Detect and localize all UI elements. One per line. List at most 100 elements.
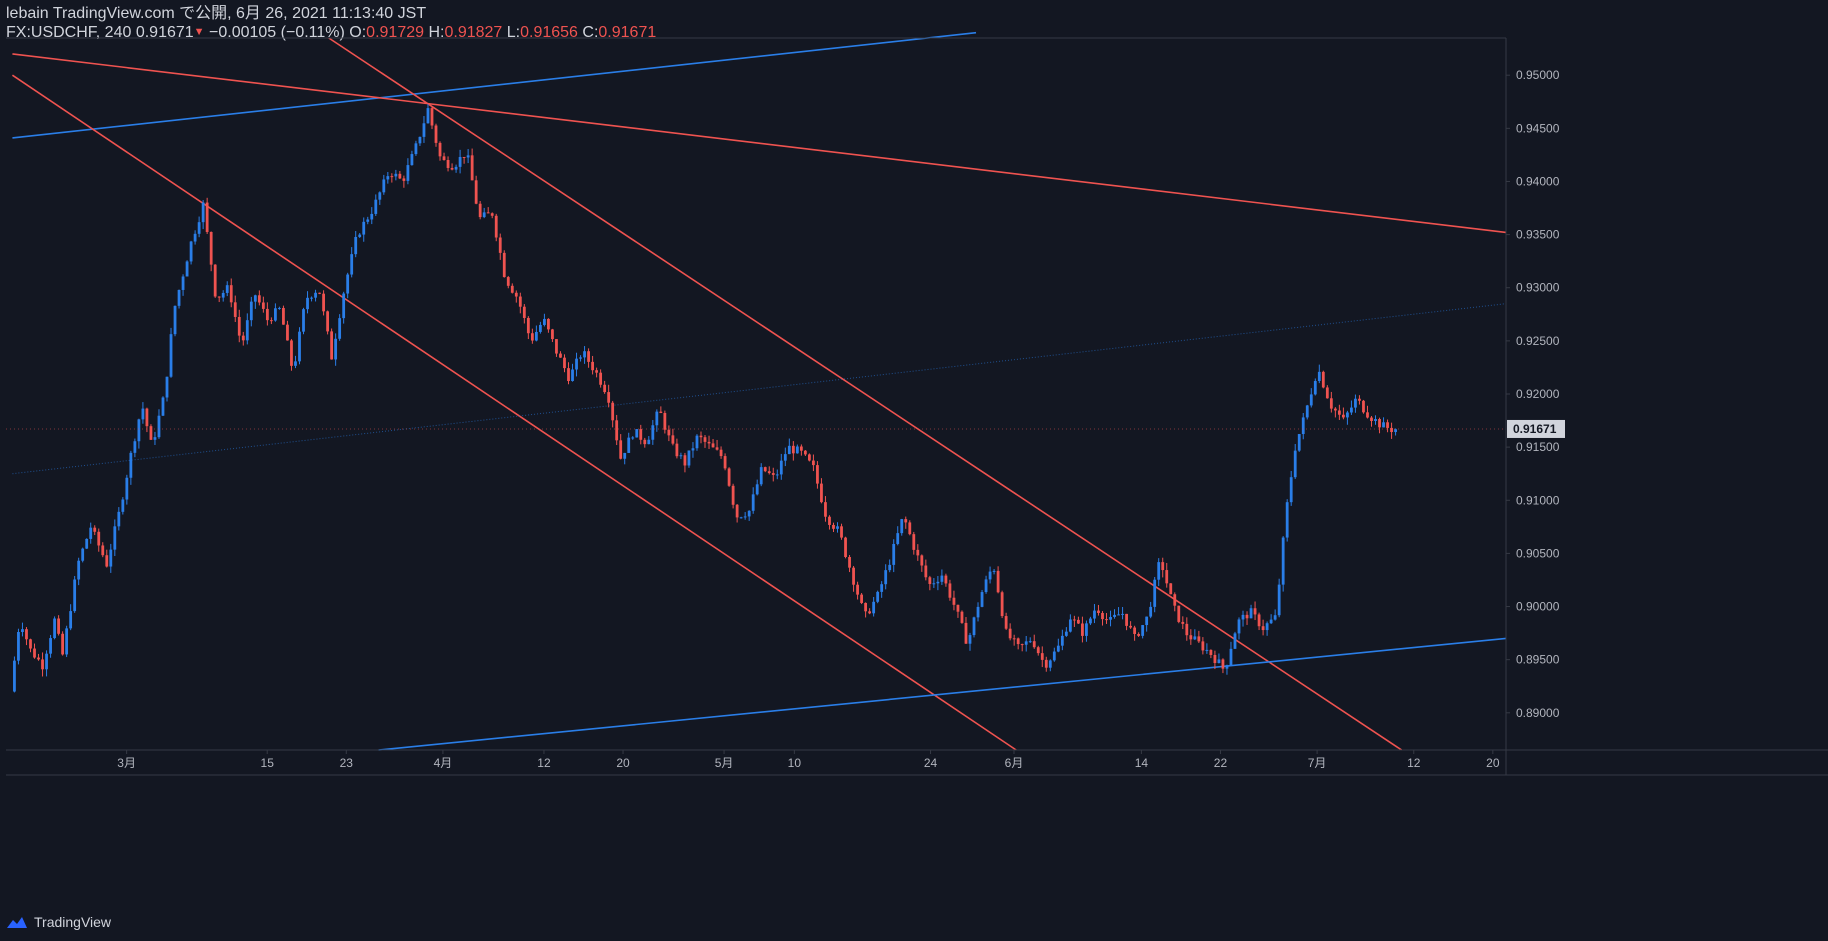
x-tick-label: 23 [340, 756, 354, 770]
candle-body [711, 443, 715, 448]
candle-body [137, 419, 141, 442]
candle-body [1354, 398, 1357, 408]
candle-body [462, 156, 466, 158]
candle-body [735, 504, 739, 518]
y-tick-label: 0.94500 [1516, 121, 1560, 135]
candle-body [876, 591, 880, 602]
candle-body [1097, 610, 1100, 613]
candle-body [755, 484, 759, 495]
down-arrow-icon: ▼ [193, 26, 205, 38]
candle-body [1237, 619, 1241, 634]
candle-body [282, 307, 285, 325]
candle-body [1253, 608, 1257, 615]
candle-body [952, 597, 956, 605]
candle-body [181, 276, 185, 290]
open-value: 0.91729 [366, 24, 425, 41]
low-value: 0.91656 [520, 24, 578, 41]
candle-body [1301, 417, 1305, 435]
chart-header: lebain TradingView.com で公開, 6月 26, 2021 … [6, 4, 656, 42]
trendlines[interactable] [11, 31, 1507, 751]
candle-body [928, 577, 932, 584]
candle-body [133, 441, 137, 453]
candle-body [1309, 394, 1313, 406]
candle-body [41, 659, 44, 670]
candle-body [1321, 371, 1325, 388]
candle-body [1085, 623, 1088, 636]
candle-body [807, 454, 811, 461]
candle-body [169, 334, 173, 377]
candle-body [775, 474, 779, 476]
candle-body [731, 485, 735, 505]
candle-body [840, 526, 843, 538]
candle-body [17, 632, 20, 661]
candle-body [763, 467, 767, 472]
candle-body [1064, 631, 1068, 636]
candle-body [410, 154, 414, 166]
candle-body [402, 178, 406, 181]
trendline-5[interactable] [12, 303, 1507, 475]
candle-body [1129, 625, 1132, 628]
candle-body [924, 565, 928, 578]
candle-body [852, 567, 855, 585]
candle-body [551, 329, 554, 340]
candle-body [69, 611, 73, 629]
candle-body [534, 331, 538, 341]
candle-body [1209, 649, 1213, 655]
candle-body [743, 516, 747, 518]
candle-body [362, 221, 366, 235]
candle-body [1346, 412, 1349, 418]
candle-body [1169, 583, 1173, 595]
candle-body [719, 449, 723, 457]
x-tick-label: 5月 [715, 756, 734, 770]
candle-body [378, 192, 382, 200]
y-tick-label: 0.92000 [1516, 387, 1560, 401]
candle-body [193, 233, 197, 242]
trendline-3[interactable] [328, 37, 1403, 751]
candle-body [1060, 635, 1064, 646]
trendline-2[interactable] [11, 74, 1017, 751]
trendline-1[interactable] [12, 53, 1507, 234]
candle-body [538, 324, 542, 332]
candle-body [426, 108, 430, 124]
trendline-0[interactable] [12, 31, 977, 139]
candle-body [1040, 653, 1044, 660]
candle-body [177, 289, 181, 306]
candle-body [197, 222, 201, 234]
candle-body [747, 510, 751, 517]
candle-body [1052, 651, 1056, 661]
candle-body [89, 527, 93, 539]
candle-body [795, 446, 799, 454]
candle-body [727, 468, 731, 486]
candle-body [1378, 419, 1381, 428]
candle-body [294, 361, 297, 366]
candle-body [370, 213, 374, 220]
close-value: 0.91671 [598, 24, 657, 41]
y-tick-label: 0.91000 [1516, 493, 1560, 507]
candle-body [494, 215, 498, 238]
candle-body [1261, 626, 1265, 631]
trendline-4[interactable] [378, 637, 1507, 751]
x-tick-label: 14 [1135, 756, 1149, 770]
candle-body [856, 584, 859, 595]
candle-body [350, 254, 354, 275]
candle-body [1329, 398, 1333, 409]
candle-body [318, 292, 321, 294]
candle-body [1101, 612, 1104, 620]
last-price: 0.91671 [135, 24, 194, 41]
candle-body [49, 638, 52, 654]
candle-body [1093, 610, 1096, 619]
tradingview-logo[interactable]: TradingView [6, 914, 111, 930]
candle-body [326, 311, 330, 332]
candle-body [1137, 633, 1141, 636]
candle-body [213, 264, 217, 297]
candle-body [884, 570, 888, 585]
y-tick-label: 0.95000 [1516, 68, 1560, 82]
candle-body [695, 435, 699, 449]
candle-body [173, 305, 177, 335]
candle-body [478, 203, 482, 218]
candle-body [442, 156, 446, 160]
candle-body [486, 212, 490, 214]
candle-body [972, 617, 976, 636]
candle-body [888, 564, 892, 571]
